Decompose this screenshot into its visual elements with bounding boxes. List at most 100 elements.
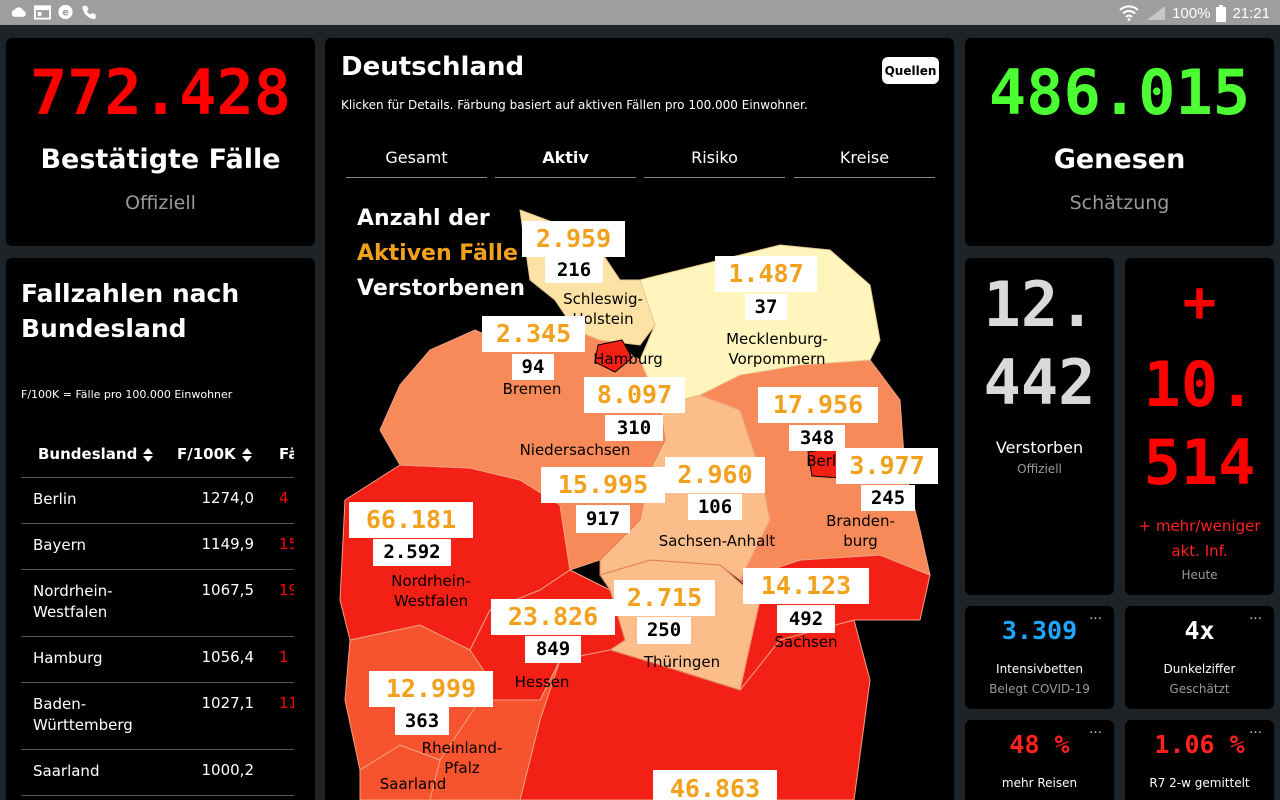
column-header-rate[interactable]: F/100K <box>177 445 252 463</box>
state-active-nrw: 66.181 <box>349 502 473 538</box>
state-name-hamburg: Hamburg <box>593 350 663 368</box>
clock: 21:21 <box>1232 4 1270 22</box>
state-name-hessen: Hessen <box>514 673 570 691</box>
more-icon[interactable]: … <box>1249 608 1262 623</box>
state-name-nrw: Nordrhein- Westfalen <box>391 572 471 610</box>
status-right: 100% 21:21 <box>1118 3 1270 23</box>
more-icon[interactable]: … <box>1249 722 1262 737</box>
state-active-brandenburg: 17.956 <box>758 387 878 423</box>
more-icon[interactable]: … <box>1089 608 1102 623</box>
recovered-sub: Schätzung <box>1069 192 1170 214</box>
state-deaths-sh: 216 <box>545 257 603 283</box>
state-deaths-nrw: 2.592 <box>373 539 451 566</box>
r7-value: 1.06 % <box>1154 730 1245 759</box>
icu-card[interactable]: … 3.309 Intensivbetten Belegt COVID-19 <box>965 606 1114 709</box>
deaths-label: Verstorben <box>995 438 1084 457</box>
state-name-sh: Schleswig- Holstein <box>563 290 643 328</box>
state-active-mv: 1.487 <box>715 256 817 292</box>
battery-level: 100% <box>1172 4 1211 22</box>
tab-risiko[interactable]: Risiko <box>691 148 738 167</box>
icu-value: 3.309 <box>1001 616 1078 645</box>
dark-value: 4x <box>1184 616 1215 645</box>
state-deaths-nrw-upper: 917 <box>576 505 630 533</box>
travel-card[interactable]: … 48 % mehr Reisen <box>965 720 1114 800</box>
calendar-icon <box>34 5 51 20</box>
row-divider <box>21 523 294 524</box>
delta-label1: + mehr/weniger <box>1138 517 1261 535</box>
table-title: Fallzahlen nach Bundesland <box>21 279 240 343</box>
r7-card[interactable]: … 1.06 % R7 2-w gemittelt <box>1125 720 1274 800</box>
state-active-sachsen-anhalt: 2.960 <box>665 457 765 493</box>
map-title: Deutschland <box>341 52 525 82</box>
signal-icon <box>1147 6 1166 20</box>
state-active-bremen: 2.345 <box>482 316 585 352</box>
delta-sign: + <box>1182 270 1217 335</box>
state-deaths-sachsen: 492 <box>777 605 835 633</box>
row-divider <box>21 749 294 750</box>
state-active-sachsen: 14.123 <box>743 568 869 604</box>
legend-line1: Anzahl der <box>357 206 490 231</box>
deaths-card[interactable]: 12. 442 Verstorben Offiziell <box>965 258 1114 595</box>
state-active-rp: 12.999 <box>369 671 493 707</box>
state-active-thueringen: 2.715 <box>614 580 715 616</box>
state-deaths-hessen: 849 <box>525 636 581 663</box>
dark-figure-card[interactable]: … 4x Dunkelziffer Geschätzt <box>1125 606 1274 709</box>
dark-label: Dunkelziffer <box>1163 662 1236 676</box>
delta-sub: Heute <box>1181 568 1218 582</box>
wifi-icon <box>1119 5 1139 21</box>
confirmed-value: 772.428 <box>29 56 292 129</box>
state-deaths-berlin: 245 <box>861 485 915 511</box>
tab-underline <box>644 177 785 178</box>
tab-gesamt[interactable]: Gesamt <box>385 148 448 167</box>
delta-card[interactable]: + 10. 514 + mehr/weniger akt. Inf. Heute <box>1125 258 1274 595</box>
deaths-value-line2: 442 <box>983 346 1096 419</box>
sort-icon <box>143 447 154 462</box>
confirmed-card[interactable]: 772.428 Bestätigte Fälle Offiziell <box>6 38 315 246</box>
icu-label: Intensivbetten <box>996 662 1083 676</box>
travel-label: mehr Reisen <box>1001 776 1078 790</box>
row-divider <box>21 569 294 570</box>
state-active-bayern: 46.863 <box>653 770 777 800</box>
tab-underline <box>794 177 935 178</box>
state-table-card <box>6 258 315 800</box>
state-name-bremen: Bremen <box>502 380 562 398</box>
legend-line2: Aktiven Fälle <box>357 241 518 266</box>
state-name-brandenburg: Branden-burg <box>826 512 895 550</box>
confirmed-sub: Offiziell <box>125 192 196 214</box>
state-active-hessen: 23.826 <box>491 599 615 635</box>
row-divider <box>21 636 294 637</box>
travel-value: 48 % <box>1009 730 1070 759</box>
recovered-card[interactable]: 486.015 Genesen Schätzung <box>965 38 1274 246</box>
map-subtitle: Klicken für Details. Färbung basiert auf… <box>341 98 808 112</box>
cloud-icon <box>11 7 26 17</box>
recovered-title: Genesen <box>1053 144 1186 175</box>
column-header-state[interactable]: Bundesland <box>38 445 154 463</box>
state-name-rp: Rheinland- Pfalz <box>421 739 503 777</box>
svg-text:e: e <box>62 8 69 19</box>
state-active-nrw-upper: 15.995 <box>541 467 665 503</box>
tab-underline <box>495 177 636 178</box>
row-divider <box>21 682 294 683</box>
map-state-hamburg[interactable] <box>594 339 633 373</box>
state-name-saarland: Saarland <box>379 775 447 793</box>
state-name-sachsen-anhalt: Sachsen-Anhalt <box>658 532 776 550</box>
tab-aktiv[interactable]: Aktiv <box>542 148 589 167</box>
sort-icon <box>241 447 252 462</box>
delta-value-line2: 514 <box>1143 426 1256 499</box>
legend-line3: Verstorbenen <box>357 276 526 301</box>
more-icon[interactable]: … <box>1089 722 1102 737</box>
state-deaths-mv: 37 <box>745 294 787 320</box>
delta-value-line1: 10. <box>1143 348 1256 421</box>
tab-kreise[interactable]: Kreise <box>839 148 890 167</box>
state-deaths-thueringen: 250 <box>637 617 691 644</box>
state-deaths-brandenburg: 348 <box>789 425 845 451</box>
state-active-niedersachsen: 8.097 <box>584 377 685 413</box>
state-name-sachsen: Sachsen <box>774 633 838 651</box>
status-bar: e 100% 21:21 <box>0 0 1280 25</box>
battery-icon <box>1216 4 1227 22</box>
recovered-value: 486.015 <box>988 56 1251 129</box>
sources-button[interactable]: Quellen <box>882 57 939 84</box>
state-deaths-bremen: 94 <box>512 354 554 380</box>
column-header-cases[interactable]: Fä <box>279 445 294 463</box>
map-state-mv[interactable] <box>639 244 881 406</box>
